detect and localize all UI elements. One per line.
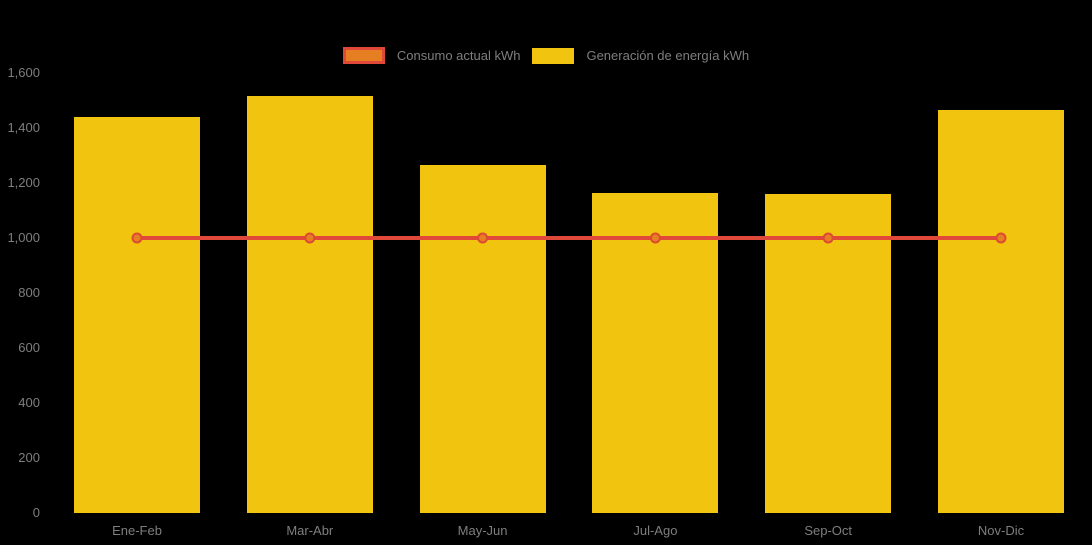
generacion-bar-swatch-icon (532, 47, 575, 64)
y-tick-label: 1,000 (7, 230, 40, 245)
bar-sep-oct (765, 194, 892, 513)
y-tick-label: 400 (18, 395, 40, 410)
legend-item-generacion-energia[interactable]: Generación de energía kWh (532, 47, 750, 64)
consumo-line-swatch-icon (342, 47, 385, 64)
legend-item-consumo-actual[interactable]: Consumo actual kWh (342, 47, 521, 64)
x-axis-label-mar-abr: Mar-Abr (286, 523, 334, 538)
bar-mar-abr (246, 96, 373, 513)
x-axis-label-sep-oct: Sep-Oct (804, 523, 853, 538)
legend-label-consumo: Consumo actual kWh (396, 48, 521, 63)
x-axis-label-jul-ago: Jul-Ago (633, 523, 678, 538)
bar-may-jun (419, 165, 546, 513)
chart-legend: Consumo actual kWh Generación de energía… (0, 47, 1092, 64)
bar-jul-ago (592, 192, 719, 513)
x-axis-label-nov-dic: Nov-Dic (977, 523, 1025, 538)
y-tick-label: 0 (32, 505, 40, 520)
x-axis-label-ene-feb: Ene-Feb (112, 523, 162, 538)
y-tick-label: 1,600 (7, 65, 40, 80)
x-axis-label-may-jun: May-Jun (457, 523, 508, 538)
y-tick-label: 200 (18, 450, 40, 465)
bar-ene-feb (74, 117, 200, 513)
bar-nov-dic (938, 110, 1064, 513)
y-tick-label: 600 (18, 340, 40, 355)
legend-label-generacion: Generación de energía kWh (586, 48, 750, 63)
y-tick-label: 1,400 (7, 120, 40, 135)
y-tick-label: 800 (18, 285, 40, 300)
y-tick-label: 1,200 (7, 175, 40, 190)
